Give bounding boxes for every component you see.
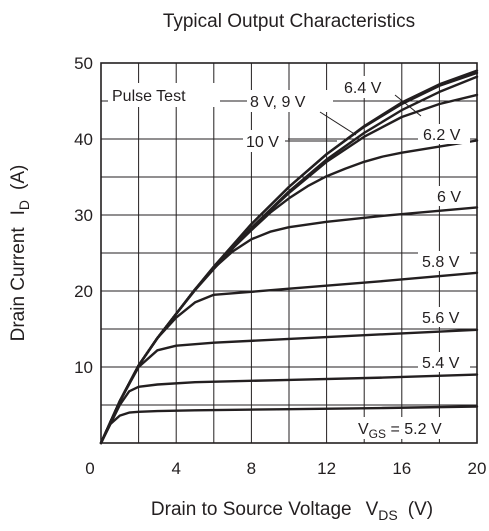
label-5-4v: 5.4 V	[422, 355, 460, 372]
x-axis-title-sub: DS	[378, 507, 397, 523]
label-8-9v-bg	[247, 90, 333, 112]
x-axis-title-var: V	[366, 499, 379, 520]
y-tick-label: 30	[74, 206, 93, 225]
label-10v: 10 V	[246, 134, 279, 151]
x-tick-label: 20	[468, 459, 487, 478]
label-5-8v-bg	[418, 251, 470, 271]
label-vgs-var: V	[358, 421, 369, 438]
label-8-9v: 8 V, 9 V	[250, 94, 306, 111]
x-axis-title-unit: (V)	[408, 499, 433, 520]
label-6-4v-bg	[340, 76, 396, 98]
label-vgs-sub: GS	[369, 427, 386, 441]
label-10v-bg	[243, 130, 288, 152]
label-5-8v: 5.8 V	[422, 254, 460, 271]
series-curve-v-gs-5-2-v	[99, 405, 479, 445]
annotations: Pulse Test 6.4 V 8 V, 9 V 10 V 6.2 V 6 V…	[108, 76, 473, 441]
y-tick-label: 20	[74, 282, 93, 301]
series-curve-10-v	[99, 75, 479, 445]
tick-labels: 0 4 8 12 16 20 10 20 30 40 50	[74, 54, 486, 478]
label-6-2v-bg	[418, 124, 470, 144]
label-6v-bg	[434, 186, 472, 206]
x-tick-label: 4	[171, 459, 180, 478]
label-vgs-5-2v: VGS = 5.2 V	[358, 421, 442, 441]
y-axis-title: Drain Current ID (A)	[8, 165, 32, 342]
x-axis-title-main: Drain to Source Voltage	[151, 499, 352, 520]
label-5-6v: 5.6 V	[422, 310, 460, 327]
y-axis-title-unit: (A)	[8, 165, 29, 190]
label-8-9v-leader	[319, 111, 357, 136]
label-6v: 6 V	[437, 189, 461, 206]
pulse-test-label-bg	[108, 83, 220, 107]
label-6-2v: 6.2 V	[423, 127, 461, 144]
label-vgs-value: = 5.2 V	[386, 421, 442, 438]
plot-frame	[100, 62, 478, 444]
y-axis-title-main: Drain Current	[8, 227, 29, 342]
y-tick-label: 50	[74, 54, 93, 73]
x-tick-label: 0	[85, 459, 94, 478]
x-tick-label: 16	[392, 459, 411, 478]
x-axis-title: Drain to Source Voltage VDS (V)	[151, 499, 433, 523]
curves	[99, 69, 479, 445]
pulse-test-label: Pulse Test	[112, 88, 186, 105]
y-axis-title-sub: D	[16, 200, 32, 210]
label-6-4v: 6.4 V	[344, 80, 382, 97]
x-tick-label: 12	[317, 459, 336, 478]
label-vgs-5-2v-bg	[353, 417, 473, 439]
label-5-4v-bg	[418, 352, 470, 372]
y-axis-title-var: I	[8, 210, 29, 215]
series-curve-5-4-v	[99, 373, 479, 445]
label-6-4v-leader	[394, 94, 422, 117]
y-tick-label: 40	[74, 130, 93, 149]
x-tick-label: 8	[247, 459, 256, 478]
chart-title: Typical Output Characteristics	[163, 11, 415, 32]
label-5-6v-bg	[418, 307, 470, 327]
y-tick-label: 10	[74, 358, 93, 377]
